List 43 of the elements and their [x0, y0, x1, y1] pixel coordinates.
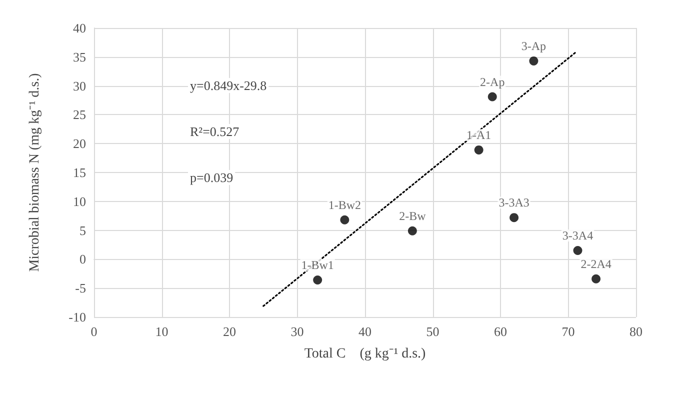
x-tick-label: 70: [562, 324, 575, 339]
y-tick-label: 15: [73, 165, 86, 180]
x-tick-label: 20: [223, 324, 236, 339]
annotation: 2-Bw: [399, 208, 426, 223]
point: [573, 246, 582, 256]
y-tick-label: 20: [73, 136, 86, 152]
y-axis-title: Microbial biomass N (mg kg⁻¹ d.s.): [28, 72, 42, 272]
annotation: 2-Ap: [480, 74, 505, 89]
annotation: 3-Ap: [521, 38, 546, 53]
annotation: 1-Bw1: [301, 258, 334, 272]
x-tick-label: 60: [494, 324, 507, 339]
annotation: 3-3A4: [562, 228, 594, 243]
x-tick-label: 50: [426, 324, 440, 339]
point: [529, 56, 538, 66]
point: [510, 213, 519, 222]
x-tick-label: 40: [358, 324, 372, 339]
y-tick-label: 10: [73, 194, 86, 209]
y-tick-label: 40: [73, 20, 86, 36]
annotation: 1-A1: [466, 128, 492, 142]
annotation: 1-Bw2: [328, 198, 362, 212]
y-tick-label: 5: [80, 222, 86, 238]
point: [592, 274, 601, 284]
point: [408, 226, 417, 236]
y-tick-label: -10: [68, 310, 86, 324]
y-tick-label: 35: [73, 49, 86, 64]
x-tick-label: 10: [155, 324, 168, 339]
y-tick-label: 0: [80, 252, 86, 267]
point: [488, 92, 497, 102]
annotation: R²=0.527: [190, 124, 240, 139]
x-tick-label: 0: [90, 324, 98, 339]
y-tick-label: 30: [73, 78, 86, 94]
point: [313, 276, 322, 285]
y-tick-label: 25: [73, 107, 86, 122]
annotation: p=0.039: [190, 170, 234, 185]
annotation: 3-3A3: [498, 196, 530, 210]
y-tick-label: -5: [75, 280, 86, 296]
point: [474, 145, 484, 154]
x-axis-title: Total C (g kg⁻¹ d.s.): [304, 346, 426, 362]
x-tick-label: 30: [290, 324, 304, 339]
annotation: 2-2A4: [580, 256, 612, 271]
point: [340, 215, 350, 224]
x-tick-label: 80: [630, 324, 642, 339]
annotation: y=0.849x-29.8: [190, 78, 267, 93]
